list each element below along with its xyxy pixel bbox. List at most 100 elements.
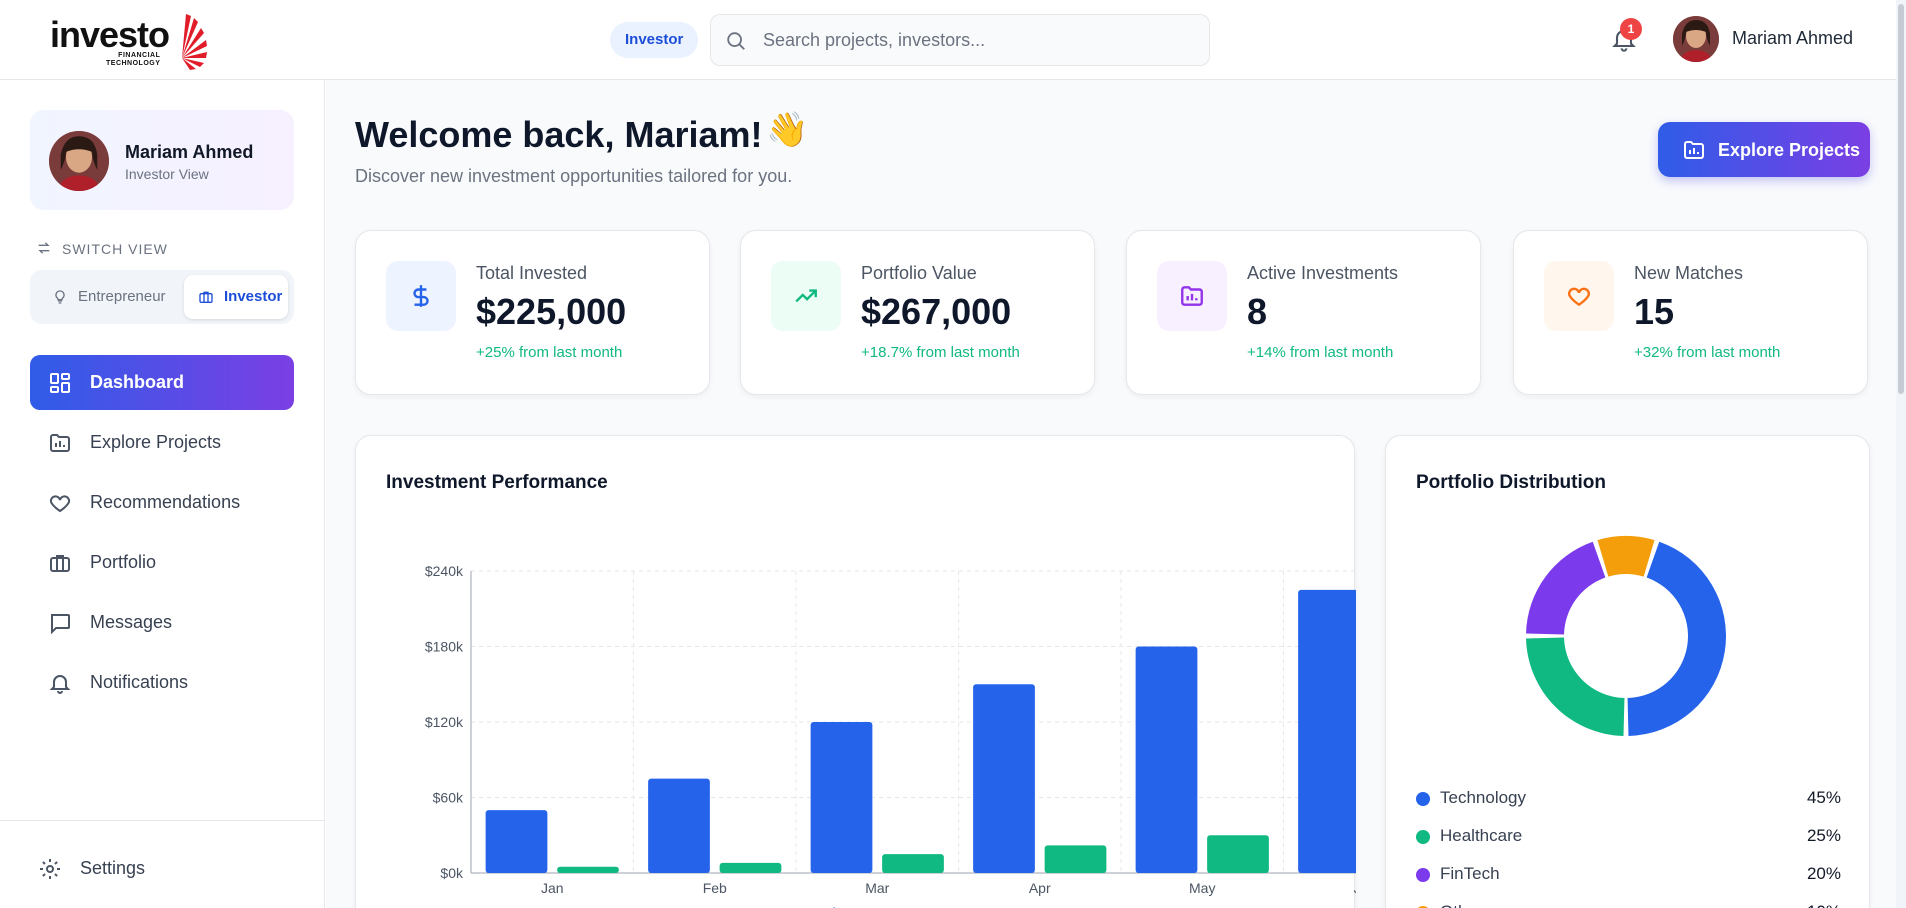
donut-slice-other[interactable] [1597,536,1655,577]
legend-dot [1416,830,1430,844]
bar-invested-jan[interactable] [485,810,548,873]
sidebar-item-label: Messages [90,612,173,632]
profile-avatar [49,131,109,191]
settings-label: Settings [80,858,146,878]
sidebar: Mariam Ahmed Investor View SWITCH VIEW E… [0,80,325,908]
search-icon [727,32,745,50]
switch-view-label: SWITCH VIEW [62,241,168,257]
stat-label: Portfolio Value [861,263,977,283]
x-tick-label: Mar [865,880,889,896]
sidebar-item-recommendations[interactable]: Recommendations [30,475,294,530]
sidebar-item-portfolio[interactable]: Portfolio [30,535,294,590]
stat-card-portfolio-value: Portfolio Value $267,000 +18.7% from las… [740,230,1095,395]
donut-slice-fintech[interactable] [1526,541,1606,635]
legend-name: FinTech [1440,864,1500,883]
gear-icon [40,859,60,879]
stat-value: 15 [1634,291,1675,332]
bar-invested-jun[interactable] [1298,589,1356,873]
bar-invested-mar[interactable] [810,722,873,873]
explore-projects-button[interactable]: Explore Projects [1658,122,1870,177]
scrollbar-thumb[interactable] [1898,4,1904,394]
grid-icon [50,373,70,393]
sidebar-item-notifications[interactable]: Notifications [30,655,294,710]
sidebar-item-label: Portfolio [90,552,157,572]
profile-name: Mariam Ahmed [125,142,254,162]
sidebar-item-explore-projects[interactable]: Explore Projects [30,415,294,470]
bar-returns-jan[interactable] [557,866,619,873]
x-tick-label: Feb [703,880,727,896]
role-pill: Investor [610,22,699,58]
legend-label-invested[interactable]: Invested [768,905,836,908]
x-tick-label: Apr [1029,880,1051,896]
page-subtitle: Discover new investment opportunities ta… [355,166,793,186]
message-icon [51,614,70,635]
legend-dot [1416,868,1430,882]
portfolio-distribution-panel: Portfolio Distribution Technology 45% Heal… [1385,435,1870,908]
bar-returns-may[interactable] [1207,835,1269,873]
sidebar-item-label: Notifications [90,672,189,692]
stat-card-new-matches: New Matches 15 +32% from last month [1513,230,1868,395]
legend-dot [1416,792,1430,806]
page-scrollbar[interactable] [1896,0,1906,908]
switch-investor[interactable]: Investor [184,275,288,319]
bar-returns-mar[interactable] [882,854,944,873]
sidebar-item-label: Recommendations [90,492,241,512]
panel-title: Investment Performance [386,472,608,493]
investment-performance-panel: Investment Performance $0k $60k $120k $180k… [355,435,1356,908]
stat-label: Total Invested [476,263,588,283]
stat-icon-box [386,261,456,331]
folder-chart-icon [1181,286,1203,306]
sidebar-item-settings[interactable]: Settings [38,855,238,885]
bar-returns-apr[interactable] [1044,845,1107,873]
sidebar-divider [0,820,325,821]
donut-slice-healthcare[interactable] [1526,637,1625,736]
donut-slice-technology[interactable] [1627,541,1726,736]
explore-projects-label: Explore Projects [1718,140,1861,160]
stat-change: +18.7% from last month [861,344,1020,361]
dollar-icon [413,285,429,307]
search-bar[interactable] [710,14,1210,66]
swap-icon [38,242,50,254]
sidebar-nav: Dashboard Explore Projects Recommendatio… [30,355,294,715]
profile-card: Mariam Ahmed Investor View [30,110,294,210]
sidebar-item-label: Dashboard [90,372,185,392]
stat-card-total-invested: Total Invested $225,000 +25% from last m… [355,230,710,395]
folder-chart-icon [50,434,70,452]
legend-name: Technology [1440,788,1527,807]
legend-name: Other [1440,902,1483,908]
lightbulb-icon [55,290,65,304]
x-tick-label: Jun [1353,880,1356,896]
bar-invested-apr[interactable] [973,684,1035,873]
stat-value: $225,000 [476,291,627,332]
stat-change: +32% from last month [1634,344,1781,361]
legend-label-returns[interactable]: Returns [878,905,941,908]
legend-row-healthcare: Healthcare 25% [1416,826,1841,864]
sidebar-item-dashboard[interactable]: Dashboard [30,355,294,410]
header-user-name[interactable]: Mariam Ahmed [1732,28,1854,48]
sidebar-item-messages[interactable]: Messages [30,595,294,650]
search-input[interactable] [763,15,1193,65]
heart-icon [1567,287,1591,307]
logo-subtext: FINANCIAL TECHNOLOGY [106,52,161,67]
bar-invested-may[interactable] [1135,646,1198,874]
stat-value: $267,000 [861,291,1012,332]
folder-chart-icon [1684,141,1704,159]
bar-invested-feb[interactable] [648,778,710,873]
legend-name: Healthcare [1440,826,1523,845]
y-tick-label: $180k [425,639,464,655]
switch-entrepreneur[interactable]: Entrepreneur [40,275,200,319]
notification-count-badge: 1 [1620,18,1642,40]
stat-value: 8 [1247,291,1268,332]
investo-logo[interactable]: investo FINANCIAL TECHNOLOGY [50,10,210,70]
x-tick-label: Jan [541,880,564,896]
user-avatar[interactable] [1673,16,1719,62]
sidebar-item-label: Explore Projects [90,432,222,452]
bar-returns-feb[interactable] [719,862,782,873]
portfolio-distribution-donut [1526,536,1726,736]
switch-entrepreneur-label: Entrepreneur [78,288,166,305]
legend-percent: 45% [1806,788,1841,807]
stat-icon-box [1157,261,1227,331]
legend-dot [1416,906,1430,908]
investment-performance-chart: $0k $60k $120k $180k $240k Jan Feb Mar Apr May Jun… [425,563,1356,908]
y-tick-label: $60k [433,790,464,806]
